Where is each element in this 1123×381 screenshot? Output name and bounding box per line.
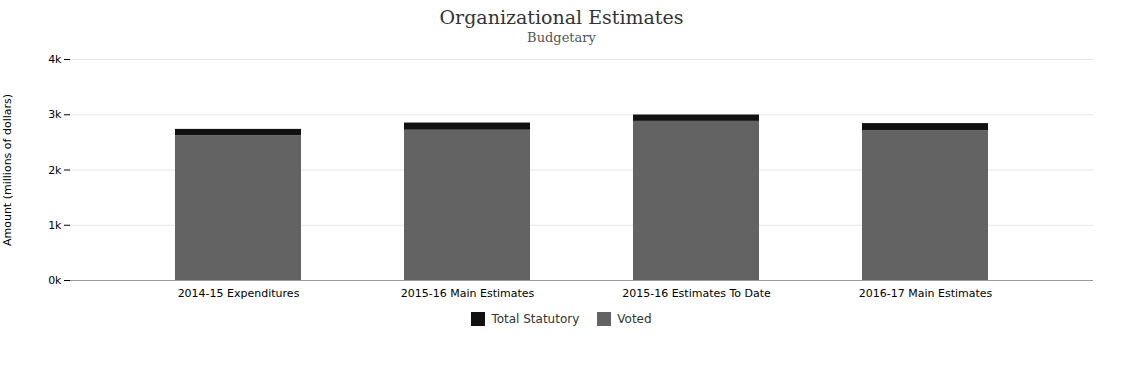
svg-text:4k: 4k [48,53,62,66]
html-text:Voted: Voted [617,312,652,326]
svg-text:2014-15 Expenditures: 2014-15 Expenditures [178,287,300,300]
svg-text:Amount (millions of dollars): Amount (millions of dollars) [1,94,14,246]
svg-text:2016-17 Main Estimates: 2016-17 Main Estimates [859,287,993,300]
svg-text:2015-16 Main Estimates: 2015-16 Main Estimates [401,287,535,300]
svg-text:3k: 3k [48,108,62,121]
html-text:Budgetary: Budgetary [527,30,596,45]
html-text:Organizational Estimates: Organizational Estimates [439,6,684,28]
svg-text:2015-16 Estimates To Date: 2015-16 Estimates To Date [622,287,771,300]
svg-text:0k: 0k [48,274,62,287]
svg-text:2k: 2k [48,164,62,177]
html-text:Total Statutory: Total Statutory [491,312,580,326]
svg-text:1k: 1k [48,219,62,232]
